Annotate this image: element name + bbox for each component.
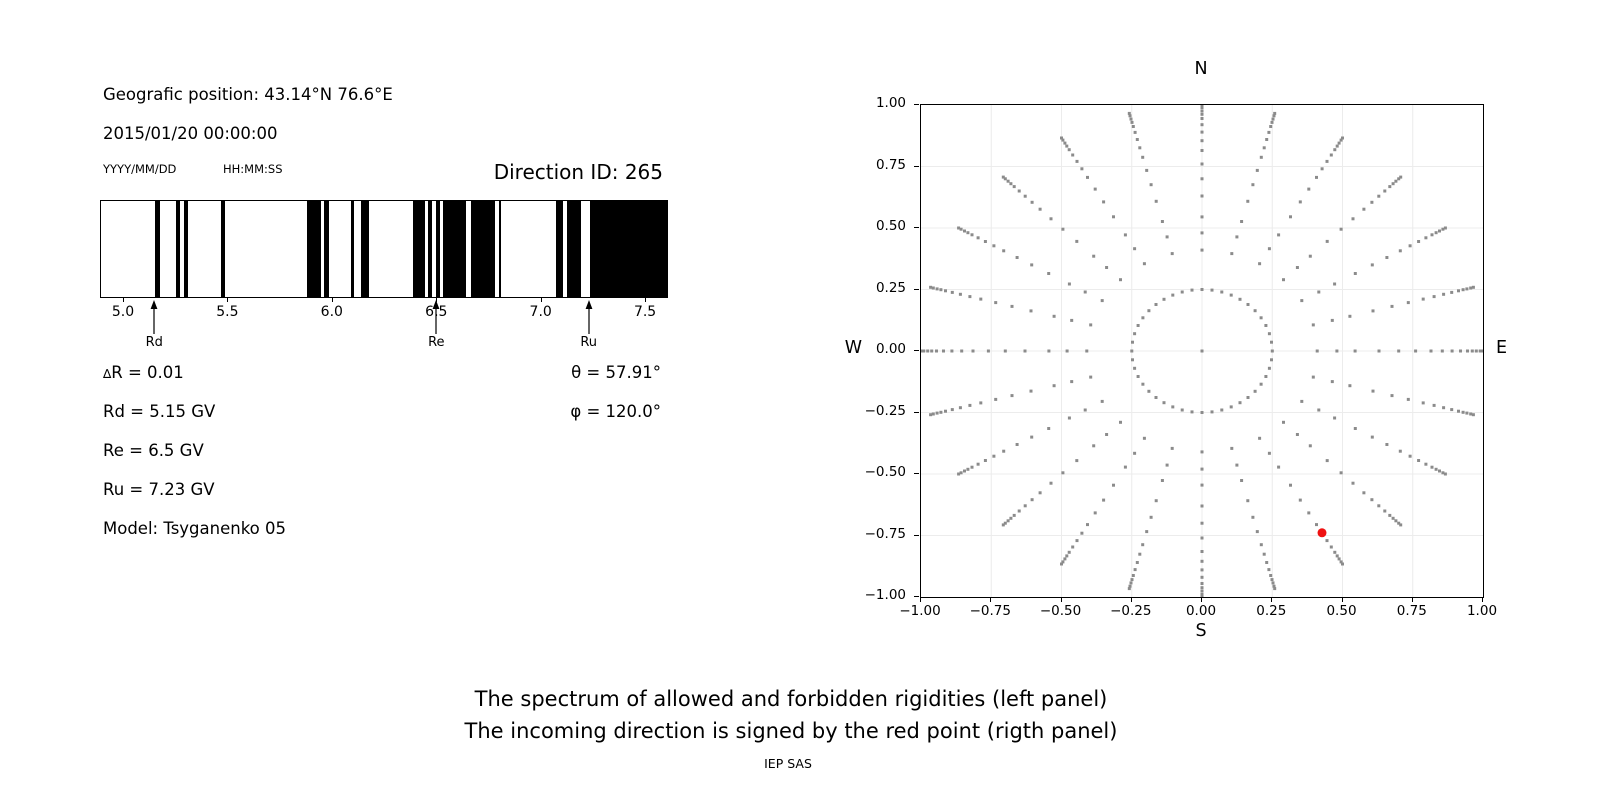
scatter-x-tick (1271, 597, 1273, 602)
ru-arrow (582, 300, 596, 334)
scatter-x-tick-label: 0.50 (1326, 603, 1357, 619)
time-format-label: HH:MM:SS (223, 162, 283, 176)
scatter-y-tick (914, 534, 919, 536)
scatter-y-tick-label: −1.00 (864, 587, 906, 603)
compass-label-n: N (1194, 59, 1208, 79)
scatter-x-tick-label: −0.50 (1039, 603, 1082, 619)
spectrum-x-tick (436, 297, 438, 302)
scatter-y-tick (914, 473, 919, 474)
direction-scatter-svg (919, 103, 1485, 599)
re-arrow-label: Re (428, 335, 445, 350)
caption-line1: The spectrum of allowed and forbidden ri… (474, 687, 1108, 711)
red-point-marker (1317, 528, 1327, 538)
scatter-y-tick-label: −0.75 (864, 525, 906, 542)
allowed-band (556, 201, 563, 297)
allowed-band (435, 201, 440, 297)
datetime-text: 2015/01/20 00:00:00 (103, 124, 278, 143)
spectrum-x-tick (540, 297, 542, 302)
spectrum-x-tick (123, 297, 124, 302)
scatter-x-tick (1411, 597, 1413, 602)
direction-id-text: Direction ID: 265 (493, 160, 663, 184)
model-text: Model: Tsyganenko 05 (103, 519, 287, 538)
scatter-x-tick-label: 0.25 (1256, 603, 1287, 619)
scatter-y-tick (914, 350, 919, 351)
scatter-x-tick (1060, 597, 1062, 602)
spectrum-x-tick-label: 6.0 (320, 304, 343, 320)
scatter-x-tick-label: −0.75 (969, 603, 1011, 619)
allowed-band (428, 201, 433, 297)
scatter-x-tick-label: 0.00 (1185, 603, 1217, 619)
allowed-band (589, 201, 667, 297)
scatter-y-tick-label: 0.00 (875, 341, 906, 357)
scatter-x-tick (1130, 597, 1132, 602)
direction-dots (919, 103, 1485, 599)
scatter-y-tick-label: 0.75 (875, 156, 906, 173)
allowed-band (498, 201, 502, 297)
rigidity-spectrum-plot (100, 200, 668, 298)
scatter-y-tick (914, 104, 919, 105)
allowed-band (470, 201, 495, 297)
ru-arrow-label: Ru (580, 335, 598, 350)
geo-position-text: Geografic position: 43.14°N 76.6°E (103, 85, 393, 104)
scatter-y-tick (914, 227, 919, 228)
rd-arrow-label: Rd (145, 335, 163, 350)
rd-arrow (147, 300, 161, 334)
scatter-x-tick (1482, 597, 1483, 602)
phi-text: φ = 120.0° (570, 402, 661, 421)
spectrum-x-tick-label: 5.0 (111, 304, 135, 320)
allowed-band (413, 201, 425, 297)
delta-r-text: ∆R = 0.01 (103, 363, 184, 382)
spectrum-x-tick (331, 297, 333, 302)
allowed-band (176, 201, 181, 297)
spectrum-x-tick-label: 7.5 (633, 304, 657, 320)
scatter-x-tick (1201, 597, 1202, 602)
scatter-y-tick-label: 0.25 (875, 279, 906, 296)
allowed-band (324, 201, 330, 297)
scatter-x-tick (1341, 597, 1343, 602)
caption-line2: The incoming direction is signed by the … (464, 719, 1118, 743)
rd-text: Rd = 5.15 GV (103, 402, 216, 421)
scatter-y-tick (914, 288, 919, 290)
scatter-y-tick-label: −0.25 (864, 402, 906, 419)
allowed-band (361, 201, 370, 297)
delta-symbol: ∆ (103, 367, 112, 381)
allowed-band (307, 201, 322, 297)
scatter-y-tick-label: 1.00 (875, 95, 906, 111)
credit-text: IEP SAS (764, 756, 812, 771)
allowed-band (221, 201, 226, 297)
allowed-band (567, 201, 582, 297)
scatter-x-tick-label: −1.00 (899, 603, 941, 619)
scatter-y-tick (914, 411, 919, 413)
scatter-x-tick-label: 0.75 (1396, 603, 1427, 619)
scatter-y-tick-label: 0.50 (875, 218, 906, 234)
spectrum-x-tick (645, 297, 647, 302)
scatter-x-tick (920, 597, 921, 602)
spectrum-x-tick-label: 7.0 (529, 304, 552, 320)
re-arrow (429, 300, 443, 334)
allowed-band (351, 201, 355, 297)
scatter-y-tick (914, 165, 919, 167)
re-text: Re = 6.5 GV (103, 441, 204, 460)
ru-text: Ru = 7.23 GV (103, 480, 215, 499)
spectrum-x-tick-label: 5.5 (216, 304, 239, 320)
scatter-x-tick-label: 1.00 (1466, 603, 1498, 619)
scatter-x-tick-label: −0.25 (1110, 603, 1152, 619)
allowed-band (443, 201, 467, 297)
date-format-label: YYYY/MM/DD (103, 162, 177, 176)
allowed-band (184, 201, 189, 297)
spectrum-x-tick (227, 297, 229, 302)
allowed-band (155, 201, 160, 297)
theta-text: θ = 57.91° (571, 363, 661, 382)
scatter-y-tick (914, 596, 919, 597)
compass-label-w: W (844, 338, 862, 358)
scatter-y-tick-label: −0.50 (864, 464, 906, 480)
scatter-x-tick (990, 597, 992, 602)
direction-scatter-plot (919, 103, 1485, 599)
compass-label-e: E (1496, 338, 1508, 358)
compass-label-s: S (1195, 621, 1207, 641)
